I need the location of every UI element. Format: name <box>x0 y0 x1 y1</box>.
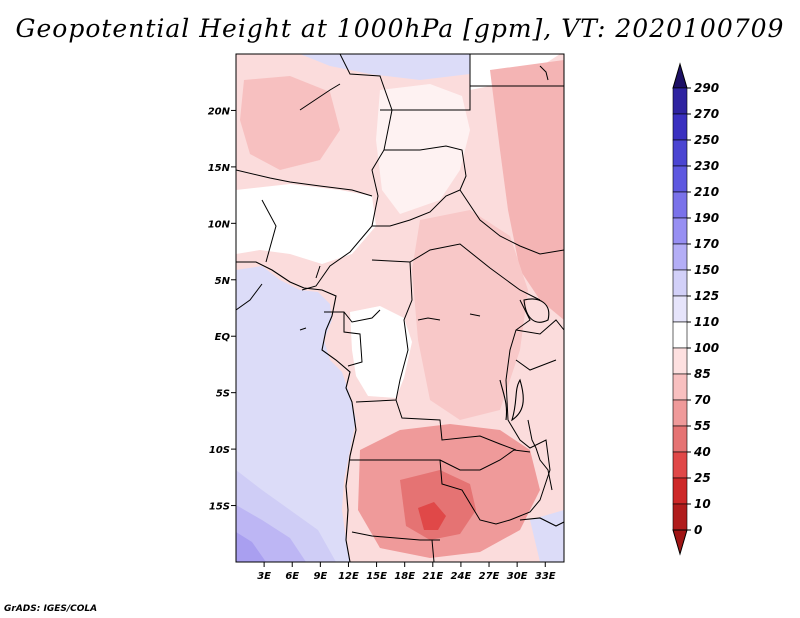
x-tick-label: 3E <box>257 571 271 582</box>
colorbar-label: 70 <box>694 393 711 407</box>
y-axis: 20N 15N 10N 5N EQ 5S 10S 15S <box>208 106 236 513</box>
x-tick-label: 15E <box>366 571 387 582</box>
highlands-marks <box>315 65 549 279</box>
zone-lilac-southeast <box>530 510 564 562</box>
colorbar-swatch <box>672 373 688 401</box>
colorbar-label: 150 <box>694 263 719 277</box>
y-tick-label: 10N <box>208 219 231 230</box>
x-tick-label: 21E <box>422 571 443 582</box>
y-tick-label: 15N <box>208 163 231 174</box>
x-axis: 3E 6E 9E 12E 15E 18E 21E 24E 27E 30E 33E <box>257 562 556 582</box>
x-tick-label: 27E <box>479 571 500 582</box>
colorbar-label: 0 <box>694 523 702 537</box>
colorbar-bottom-arrow <box>672 529 688 556</box>
colorbar-swatch <box>672 269 688 297</box>
ocean-field <box>236 266 356 562</box>
colorbar-swatch <box>672 217 688 245</box>
map-frame <box>235 53 565 563</box>
colorbar-swatch <box>672 139 688 167</box>
colorbar-label: 10 <box>694 497 711 511</box>
colorbar-swatch <box>672 165 688 193</box>
y-tick-label: EQ <box>215 332 231 343</box>
ocean-deep-3 <box>236 532 266 562</box>
colorbar-label: 190 <box>694 211 719 225</box>
zone-pink-east <box>490 60 564 320</box>
y-tick-label: 10S <box>209 445 230 456</box>
colorbar-swatch <box>672 451 688 479</box>
y-tick-label: 15S <box>209 502 230 513</box>
zone-red-core <box>400 470 476 540</box>
x-tick-label: 6E <box>285 571 299 582</box>
coastline <box>236 261 564 562</box>
x-tick-label: 33E <box>535 571 556 582</box>
y-tick-label: 5N <box>215 276 231 287</box>
map-title: Geopotential Height at 1000hPa [gpm], VT… <box>15 14 785 43</box>
colorbar-label: 290 <box>694 81 719 95</box>
colorbar-swatch <box>672 243 688 271</box>
x-tick-label: 12E <box>338 571 359 582</box>
zone-white-sahara <box>376 84 470 214</box>
colorbar-swatch <box>672 87 688 115</box>
colorbar-top-arrow <box>672 62 688 89</box>
x-tick-label: 30E <box>507 571 528 582</box>
zone-white-congo <box>350 306 412 398</box>
colorbar-swatch <box>672 191 688 219</box>
country-borders <box>236 54 564 562</box>
colorbar-label: 55 <box>694 419 711 433</box>
colorbar-label: 25 <box>694 471 711 485</box>
colorbar-label: 110 <box>694 315 719 329</box>
colorbar-label: 210 <box>694 185 719 199</box>
colorbar: 2902702502302101901701501251101008570554… <box>672 62 719 556</box>
colorbar-swatch <box>672 321 688 349</box>
colorbar-swatch <box>672 399 688 427</box>
colorbar-label: 230 <box>694 159 719 173</box>
ocean-north <box>300 54 470 80</box>
y-tick-label: 5S <box>216 389 230 400</box>
x-tick-label: 9E <box>313 571 327 582</box>
map-plot-area <box>236 54 564 562</box>
colorbar-swatch <box>672 113 688 141</box>
zone-pink-central <box>412 210 528 420</box>
colorbar-label: 170 <box>694 237 719 251</box>
colorbar-swatch <box>672 295 688 323</box>
x-tick-label: 18E <box>394 571 415 582</box>
colorbar-label: 40 <box>693 445 711 459</box>
colorbar-label: 85 <box>694 367 711 381</box>
colorbar-swatch <box>672 425 688 453</box>
colorbar-label: 270 <box>694 107 719 121</box>
colorbar-label: 125 <box>694 289 719 303</box>
grads-credit: GrADS: IGES/COLA <box>4 604 98 614</box>
colorbar-swatch <box>672 347 688 375</box>
zone-red-center <box>418 502 446 530</box>
colorbar-label: 100 <box>694 341 719 355</box>
colorbar-label: 250 <box>694 133 719 147</box>
x-tick-label: 24E <box>451 571 472 582</box>
colorbar-swatch <box>672 477 688 505</box>
y-tick-label: 20N <box>208 106 231 117</box>
colorbar-swatch <box>672 503 688 531</box>
